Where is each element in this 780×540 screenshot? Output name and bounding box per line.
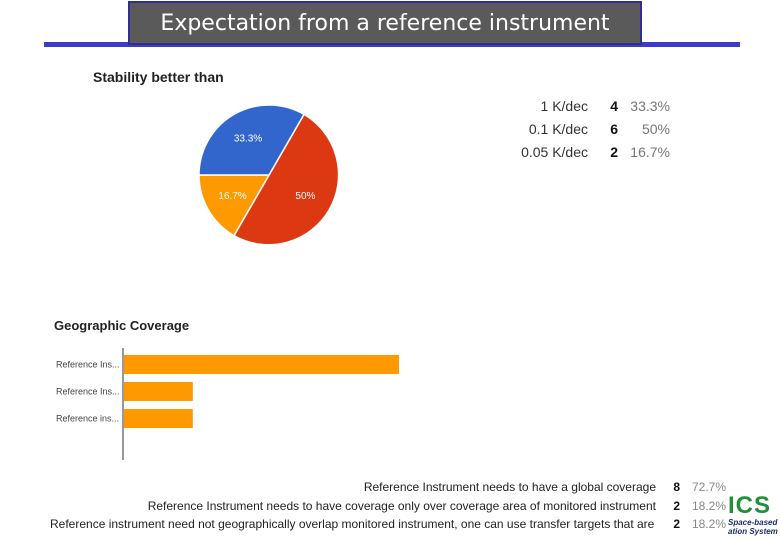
logo-text-line: ation System <box>728 527 778 536</box>
pie-slice-label: 33.3% <box>234 134 262 145</box>
logo-mark: ICS <box>728 494 772 519</box>
bar-category-label: Reference Ins... <box>56 387 120 397</box>
bar <box>124 409 193 428</box>
stability-row-label: 0.1 K/dec <box>528 120 588 137</box>
bar-category-label: Reference ins... <box>56 414 119 424</box>
stability-row-count: 2 <box>610 143 618 160</box>
geographic-chart-title: Geographic Coverage <box>54 318 190 333</box>
geographic-row-count: 2 <box>673 498 680 513</box>
geographic-row: Reference Instrument needs to have a glo… <box>50 478 740 497</box>
organization-logo: ICS Space-based ation System <box>728 494 780 540</box>
geographic-row-label: Reference Instrument needs to have a glo… <box>363 480 656 495</box>
geographic-row-label: Reference instrument need not geographic… <box>50 517 656 532</box>
stability-row: 0.05 K/dec 2 16.7% <box>500 140 670 163</box>
stability-pie-chart: 50% 16.7% 33.3% <box>198 104 340 246</box>
geographic-row-count: 2 <box>673 517 680 532</box>
stability-row-percent: 50% <box>641 120 670 137</box>
bar <box>124 355 399 374</box>
logo-text-line: Space-based <box>728 518 778 527</box>
stability-row-count: 4 <box>610 97 618 114</box>
geographic-summary-table: Reference Instrument needs to have a glo… <box>50 478 740 534</box>
pie-slice-label: 50% <box>295 191 315 202</box>
slide-title: Expectation from a reference instrument <box>128 1 642 45</box>
pie-slice-label: 16.7% <box>218 191 246 202</box>
bar-category-label: Reference Ins... <box>56 360 120 370</box>
geographic-row-label: Reference Instrument needs to have cover… <box>147 498 656 513</box>
bar <box>124 382 193 401</box>
stability-chart-title: Stability better than <box>93 69 224 85</box>
geographic-row-percent: 72.7% <box>691 480 726 495</box>
pie-slice <box>198 104 306 176</box>
geographic-bar-chart: Reference Ins... Reference Ins... Referenc… <box>56 348 399 460</box>
geographic-row-count: 8 <box>673 480 680 495</box>
stability-row-label: 0.05 K/dec <box>521 143 588 160</box>
geographic-row: Reference instrument need not geographic… <box>50 515 740 534</box>
geographic-row-percent: 18.2% <box>691 517 726 532</box>
geographic-row: Reference Instrument needs to have cover… <box>50 497 740 516</box>
stability-row-percent: 33.3% <box>630 97 670 114</box>
pie-slice <box>232 113 340 246</box>
geographic-row-percent: 18.2% <box>691 498 726 513</box>
pie-slice <box>198 174 271 237</box>
stability-row: 1 K/dec 4 33.3% <box>500 94 670 117</box>
stability-summary-table: 1 K/dec 4 33.3% 0.1 K/dec 6 50% 0.05 K/d… <box>500 94 670 163</box>
stability-row-percent: 16.7% <box>630 143 670 160</box>
stability-row-count: 6 <box>610 120 618 137</box>
stability-row: 0.1 K/dec 6 50% <box>500 117 670 140</box>
stability-row-label: 1 K/dec <box>540 97 588 114</box>
